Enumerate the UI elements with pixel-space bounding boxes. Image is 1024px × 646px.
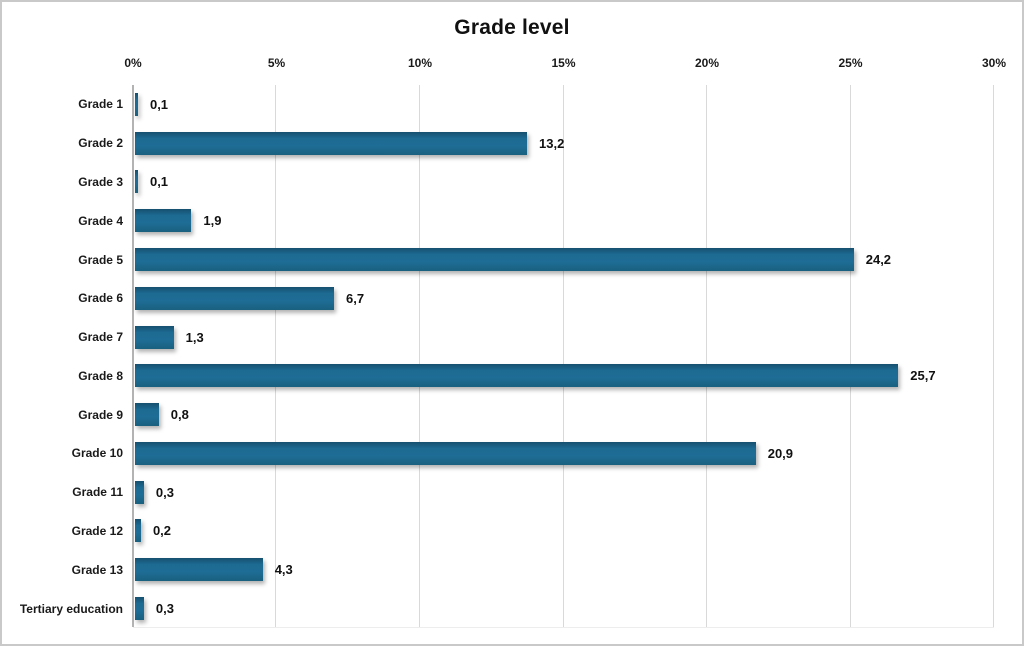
bar-track: 1,9 (135, 201, 1022, 240)
category-label: Grade 10 (71, 446, 123, 461)
category-label: Grade 5 (78, 252, 123, 267)
bar (135, 403, 159, 427)
bar-track: 24,2 (135, 240, 1022, 279)
category-label: Grade 9 (78, 407, 123, 422)
gridline (705, 85, 707, 627)
gridline-layer (132, 85, 994, 628)
bar (135, 325, 174, 349)
gridline (562, 85, 564, 627)
category-label: Grade 7 (78, 330, 123, 345)
bar-track: 0,3 (135, 473, 1022, 512)
value-label: 25,7 (910, 368, 936, 384)
value-label: 0,3 (155, 484, 174, 500)
gridline (993, 85, 994, 627)
x-axis-ticks: 0% 5% 10% 15% 20% 25% 30% (124, 56, 1006, 74)
x-axis-tick: 10% (407, 56, 432, 70)
category-label: Grade 2 (78, 136, 123, 151)
value-label: 0,1 (149, 174, 169, 190)
x-axis-tick: 30% (981, 56, 1007, 70)
bar-rows: Grade 1 0,1 Grade 2 13,2 Grade 3 0,1 Grade 4 1,… (2, 85, 1022, 628)
bar-track: 0,2 (135, 512, 1022, 551)
bar (135, 480, 144, 504)
value-label: 13,2 (539, 135, 565, 151)
bar-row: Grade 2 13,2 (2, 124, 1022, 163)
value-label: 0,2 (152, 523, 172, 539)
category-label: Grade 13 (71, 562, 123, 577)
bar-row: Grade 3 0,1 (2, 163, 1022, 202)
bar-track: 6,7 (135, 279, 1022, 318)
category-label: Grade 1 (78, 97, 123, 112)
bar (135, 92, 138, 116)
bar-track: 0,8 (135, 395, 1022, 434)
bar (135, 364, 899, 388)
category-label: Grade 12 (71, 523, 123, 538)
bar-track: 0,1 (135, 163, 1022, 202)
value-label: 4,3 (274, 562, 293, 578)
plot-area: Grade 1 0,1 Grade 2 13,2 Grade 3 0,1 Grade 4 1,… (2, 85, 1022, 628)
value-label: 6,7 (345, 290, 365, 306)
value-label: 24,2 (865, 252, 892, 268)
zero-axis-line (132, 85, 134, 627)
value-label: 0,3 (155, 601, 174, 617)
x-axis-tick: 0% (124, 56, 142, 70)
x-axis-tick: 5% (267, 56, 286, 70)
bar-track: 1,3 (135, 318, 1022, 357)
bar (135, 286, 334, 310)
x-axis-tick: 15% (551, 56, 576, 70)
chart-title: Grade level (454, 16, 570, 39)
category-label: Grade 11 (72, 485, 123, 500)
bar-row: Grade 1 0,1 (2, 85, 1022, 124)
category-label: Grade 6 (78, 291, 123, 306)
bar-track: 0,3 (135, 589, 1022, 628)
bar-row: Grade 11 0,3 (2, 473, 1022, 512)
bar-row: Grade 7 1,3 (2, 318, 1022, 357)
bar-row: Tertiary education 0,3 (2, 589, 1022, 628)
bar-track: 0,1 (135, 85, 1022, 124)
value-label: 1,3 (185, 329, 204, 345)
bar-row: Grade 4 1,9 (2, 201, 1022, 240)
bar-row: Grade 10 20,9 (2, 434, 1022, 473)
bar (135, 519, 141, 543)
bar-row: Grade 8 25,7 (2, 356, 1022, 395)
bar-track: 25,7 (135, 356, 1022, 395)
bar (135, 131, 528, 155)
category-label: Grade 8 (78, 368, 123, 383)
bar-track: 4,3 (135, 550, 1022, 589)
bar-row: Grade 6 6,7 (2, 279, 1022, 318)
bar (135, 441, 756, 465)
category-label: Grade 4 (78, 213, 123, 228)
bar (135, 170, 138, 194)
bar-track: 13,2 (135, 124, 1022, 163)
value-label: 0,1 (149, 96, 169, 112)
gridline (275, 85, 277, 627)
bar (135, 248, 854, 272)
gridline (418, 85, 420, 627)
bar-row: Grade 9 0,8 (2, 395, 1022, 434)
bar-track: 20,9 (135, 434, 1022, 473)
category-label: Tertiary education (19, 601, 123, 616)
bar-row: Grade 12 0,2 (2, 512, 1022, 551)
value-label: 0,8 (170, 407, 189, 423)
category-label: Grade 3 (78, 174, 123, 189)
bar (135, 597, 144, 621)
value-label: 20,9 (767, 445, 794, 461)
bar-row: Grade 13 4,3 (2, 550, 1022, 589)
bar (135, 209, 192, 233)
x-axis-tick: 25% (838, 56, 863, 70)
bar-row: Grade 5 24,2 (2, 240, 1022, 279)
value-label: 1,9 (203, 213, 222, 229)
x-axis-tick: 20% (694, 56, 719, 70)
gridline (849, 85, 851, 627)
bar (135, 558, 263, 582)
